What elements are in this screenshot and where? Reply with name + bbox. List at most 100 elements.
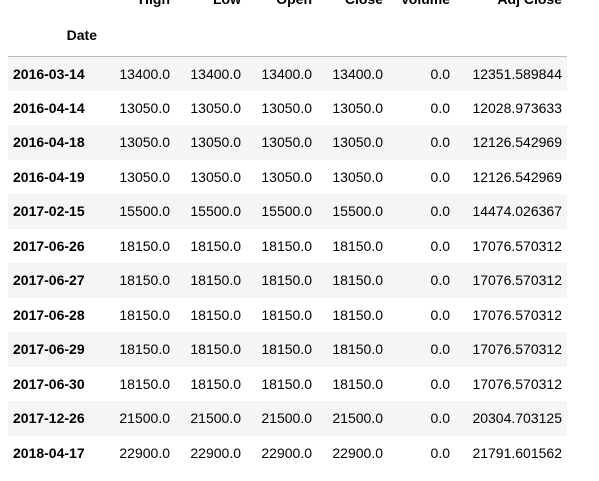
cell-high: 13050.0: [119, 134, 170, 151]
row-date: 2017-06-26: [13, 237, 85, 254]
dataframe-output: High Low Open Close Volume Adj Close Dat…: [8, 0, 567, 470]
cell-low: 21500.0: [190, 410, 241, 427]
cell-high: 22900.0: [119, 444, 170, 461]
column-header-close: Close: [317, 0, 388, 14]
cell-adj-close: 17076.570312: [472, 306, 562, 323]
cell-close: 13050.0: [332, 134, 383, 151]
cell-volume: 0.0: [430, 65, 450, 82]
cell-open: 22900.0: [261, 444, 312, 461]
cell-high: 18150.0: [119, 237, 170, 254]
cell-volume: 0.0: [430, 341, 450, 358]
cell-open: 13050.0: [261, 99, 312, 116]
row-date: 2017-06-29: [13, 341, 85, 358]
table-row: 2016-04-19 13050.0 13050.0 13050.0 13050.0 0.…: [8, 160, 567, 195]
table-row: 2017-06-28 18150.0 18150.0 18150.0 18150.0 0.…: [8, 298, 567, 333]
cell-close: 13400.0: [332, 65, 383, 82]
table-row: 2017-02-15 15500.0 15500.0 15500.0 15500.0 0.…: [8, 194, 567, 229]
cell-close: 15500.0: [332, 203, 383, 220]
cell-high: 18150.0: [119, 306, 170, 323]
cell-volume: 0.0: [430, 272, 450, 289]
cell-volume: 0.0: [430, 99, 450, 116]
row-date: 2017-06-30: [13, 375, 85, 392]
cell-open: 18150.0: [261, 341, 312, 358]
cell-volume: 0.0: [430, 237, 450, 254]
cell-open: 21500.0: [261, 410, 312, 427]
table-row: 2016-04-18 13050.0 13050.0 13050.0 13050.0 0.…: [8, 125, 567, 160]
row-date: 2017-02-15: [13, 203, 85, 220]
dataframe-table: High Low Open Close Volume Adj Close Dat…: [8, 0, 567, 470]
table-row: 2017-12-26 21500.0 21500.0 21500.0 21500.0 0.…: [8, 401, 567, 436]
cell-high: 15500.0: [119, 203, 170, 220]
row-date: 2017-12-26: [13, 410, 85, 427]
cell-low: 13050.0: [190, 168, 241, 185]
cell-volume: 0.0: [430, 306, 450, 323]
cell-volume: 0.0: [430, 410, 450, 427]
cell-volume: 0.0: [430, 444, 450, 461]
cell-volume: 0.0: [430, 168, 450, 185]
cell-close: 18150.0: [332, 237, 383, 254]
cell-adj-close: 12028.973633: [472, 99, 562, 116]
row-date: 2016-04-18: [13, 134, 85, 151]
cell-open: 15500.0: [261, 203, 312, 220]
table-header: High Low Open Close Volume Adj Close Dat…: [8, 0, 567, 57]
cell-low: 15500.0: [190, 203, 241, 220]
cell-close: 18150.0: [332, 306, 383, 323]
column-header-high: High: [102, 0, 175, 14]
cell-close: 13050.0: [332, 168, 383, 185]
table-row: 2018-04-17 22900.0 22900.0 22900.0 22900.0 0.…: [8, 436, 567, 471]
row-date: 2016-04-19: [13, 168, 85, 185]
cell-low: 18150.0: [190, 237, 241, 254]
table-row: 2017-06-26 18150.0 18150.0 18150.0 18150.0 0.…: [8, 229, 567, 264]
table-body: 2016-03-14 13400.0 13400.0 13400.0 13400.0 0.…: [8, 56, 567, 470]
cell-low: 18150.0: [190, 272, 241, 289]
cell-adj-close: 17076.570312: [472, 375, 562, 392]
cell-high: 13050.0: [119, 99, 170, 116]
cell-open: 18150.0: [261, 375, 312, 392]
table-row: 2016-04-14 13050.0 13050.0 13050.0 13050.0 0.…: [8, 91, 567, 126]
row-date: 2016-04-14: [13, 99, 85, 116]
cell-open: 18150.0: [261, 306, 312, 323]
index-header-date: Date: [8, 14, 102, 57]
cell-open: 13050.0: [261, 168, 312, 185]
cell-high: 13050.0: [119, 168, 170, 185]
cell-volume: 0.0: [430, 203, 450, 220]
cell-open: 13050.0: [261, 134, 312, 151]
column-header-row: High Low Open Close Volume Adj Close: [8, 0, 567, 14]
cell-close: 18150.0: [332, 272, 383, 289]
column-header-open: Open: [246, 0, 317, 14]
cell-adj-close: 17076.570312: [472, 341, 562, 358]
cell-close: 22900.0: [332, 444, 383, 461]
cell-high: 21500.0: [119, 410, 170, 427]
row-date: 2017-06-27: [13, 272, 85, 289]
cell-open: 13400.0: [261, 65, 312, 82]
cell-close: 18150.0: [332, 341, 383, 358]
cell-volume: 0.0: [430, 375, 450, 392]
cell-adj-close: 12126.542969: [472, 168, 562, 185]
cell-low: 18150.0: [190, 306, 241, 323]
cell-low: 13400.0: [190, 65, 241, 82]
cell-high: 18150.0: [119, 272, 170, 289]
cell-volume: 0.0: [430, 134, 450, 151]
cell-adj-close: 17076.570312: [472, 272, 562, 289]
cell-high: 18150.0: [119, 341, 170, 358]
table-row: 2017-06-27 18150.0 18150.0 18150.0 18150.0 0.…: [8, 263, 567, 298]
corner-cell: [8, 0, 102, 14]
cell-high: 13400.0: [119, 65, 170, 82]
cell-close: 18150.0: [332, 375, 383, 392]
table-row: 2016-03-14 13400.0 13400.0 13400.0 13400.0 0.…: [8, 56, 567, 91]
cell-close: 21500.0: [332, 410, 383, 427]
cell-low: 22900.0: [190, 444, 241, 461]
column-header-low: Low: [175, 0, 246, 14]
cell-low: 13050.0: [190, 99, 241, 116]
column-header-volume: Volume: [388, 0, 455, 14]
cell-adj-close: 21791.601562: [472, 444, 562, 461]
cell-adj-close: 14474.026367: [472, 203, 562, 220]
cell-adj-close: 20304.703125: [472, 410, 562, 427]
cell-high: 18150.0: [119, 375, 170, 392]
row-date: 2016-03-14: [13, 65, 85, 82]
cell-adj-close: 12351.589844: [472, 65, 562, 82]
row-date: 2017-06-28: [13, 306, 85, 323]
table-row: 2017-06-30 18150.0 18150.0 18150.0 18150.0 0.…: [8, 367, 567, 402]
row-date: 2018-04-17: [13, 444, 85, 461]
index-header-row: Date: [8, 14, 567, 57]
